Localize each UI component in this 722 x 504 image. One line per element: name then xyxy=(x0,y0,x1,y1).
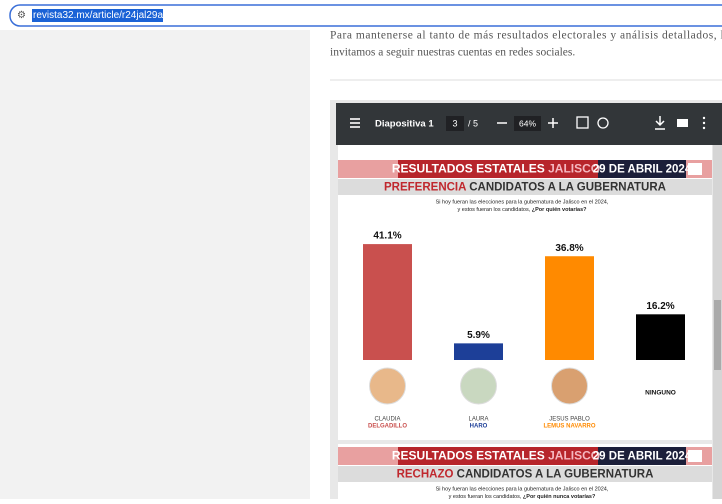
candidate-photo xyxy=(461,368,497,404)
bar xyxy=(363,244,412,360)
question: y estos fueran los candidatos, ¿Por quié… xyxy=(457,207,587,213)
question-emphasis: ¿Por quién nunca votarías? xyxy=(523,494,596,499)
article-text: Para mantenerse al tanto de más resultad… xyxy=(330,30,722,42)
question: y estos fueran los candidatos, xyxy=(449,494,522,499)
more-icon[interactable] xyxy=(703,117,705,129)
screenshot: ⚙ revista32.mx/article/r24jal29abr24 Par… xyxy=(0,0,722,499)
candidate-last-name: DELGADILLO xyxy=(368,424,407,430)
bar xyxy=(545,256,594,360)
heading-highlight: PREFERENCIA xyxy=(384,182,466,194)
banner-date: 29 DE ABRIL 2024 xyxy=(593,164,692,176)
logo xyxy=(688,450,702,462)
scroll-thumb[interactable] xyxy=(714,300,721,370)
value-label: 36.8% xyxy=(555,243,583,254)
banner-title: RESULTADOS ESTATALES JALISCO xyxy=(392,162,600,176)
article-text: invitamos a seguir nuestras cuentas en r… xyxy=(330,47,575,59)
candidate-last-name: LEMUS NAVARRO xyxy=(543,424,595,430)
question: Si hoy fueran las elecciones para la gub… xyxy=(436,486,609,492)
page-number[interactable]: 3 xyxy=(452,118,457,128)
print-icon[interactable] xyxy=(677,119,688,127)
candidate-first-name: LAURA xyxy=(468,417,488,423)
heading: PREFERENCIA CANDIDATOS A LA GUBERNATURA xyxy=(384,182,666,194)
viewer-title: Diapositiva 1 xyxy=(375,119,434,130)
url[interactable]: revista32.mx/article/r24jal29abr24 xyxy=(33,10,184,21)
banner-title: RESULTADOS ESTATALES JALISCO xyxy=(392,449,600,463)
value-label: 41.1% xyxy=(373,231,401,242)
bar xyxy=(454,343,503,360)
banner-title: RESULTADOS ESTATALES xyxy=(392,449,545,463)
logo xyxy=(688,163,702,175)
banner-title: RESULTADOS ESTATALES xyxy=(392,162,545,176)
candidate-last-name: HARO xyxy=(470,424,488,430)
heading-rest: CANDIDATOS A LA GUBERNATURA xyxy=(469,182,666,194)
heading: RECHAZO CANDIDATOS A LA GUBERNATURA xyxy=(397,469,654,481)
page-total: / 5 xyxy=(468,118,478,128)
candidate-first-name: JESUS PABLO xyxy=(549,417,590,423)
site-icon[interactable]: ⚙ xyxy=(17,10,26,21)
candidate-photo xyxy=(552,368,588,404)
candidate-photo xyxy=(370,368,406,404)
question: y estos fueran los candidatos, ¿Por quié… xyxy=(449,494,596,499)
question: y estos fueran los candidatos, xyxy=(457,207,530,213)
page: ⚙ revista32.mx/article/r24jal29abr24 Par… xyxy=(0,0,722,499)
question: Si hoy fueran las elecciones para la gub… xyxy=(436,199,609,205)
bar xyxy=(636,314,685,360)
heading-rest: CANDIDATOS A LA GUBERNATURA xyxy=(457,469,654,481)
value-label: 5.9% xyxy=(467,330,490,341)
candidate-first-name: CLAUDIA xyxy=(374,417,400,423)
banner-date: 29 DE ABRIL 2024 xyxy=(593,451,692,463)
category-label: NINGUNO xyxy=(645,390,676,397)
heading-highlight: RECHAZO xyxy=(397,469,454,481)
left-panel xyxy=(0,30,310,499)
question-emphasis: ¿Por quién votarías? xyxy=(532,207,587,213)
zoom[interactable]: 64% xyxy=(519,118,536,128)
value-label: 16.2% xyxy=(646,301,674,312)
